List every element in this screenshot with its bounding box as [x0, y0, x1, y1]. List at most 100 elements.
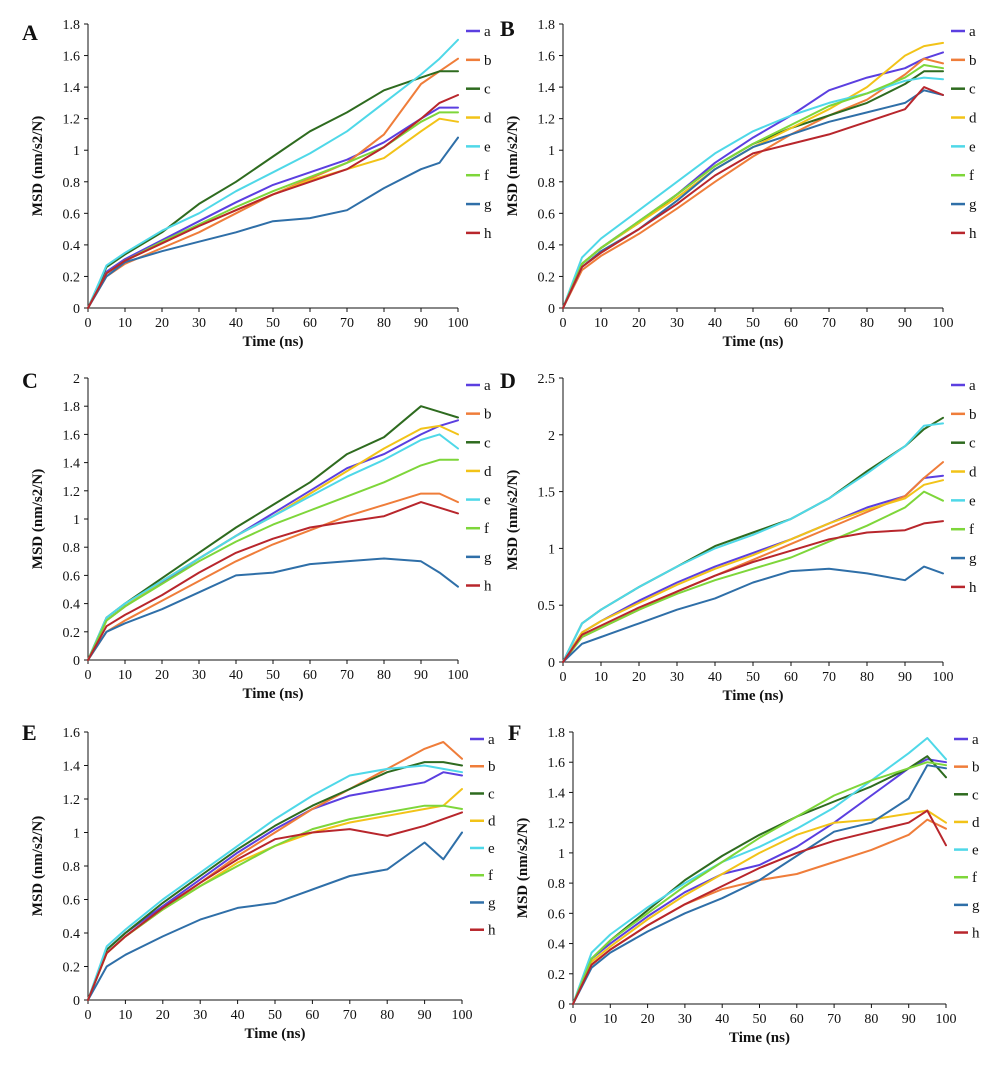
y-tick-label: 2 — [73, 372, 80, 387]
y-tick-label: 0.4 — [538, 239, 556, 254]
legend-label-c: c — [972, 787, 979, 803]
y-tick-label: 1.6 — [538, 50, 556, 65]
y-tick-label: 0.4 — [548, 938, 566, 953]
y-tick-label: 0.5 — [538, 599, 556, 614]
y-tick-label: 1.4 — [548, 786, 566, 801]
legend-label-e: e — [972, 843, 979, 859]
y-tick-label: 1.4 — [63, 760, 81, 775]
legend-label-e: e — [484, 139, 491, 155]
legend-label-d: d — [969, 465, 977, 481]
legend-label-b: b — [488, 759, 496, 775]
x-tick-label: 30 — [670, 316, 684, 331]
x-tick-label: 100 — [448, 316, 469, 331]
x-tick-label: 90 — [414, 668, 428, 683]
y-tick-label: 1 — [548, 144, 555, 159]
x-tick-label: 70 — [340, 668, 354, 683]
y-tick-label: 1 — [73, 144, 80, 159]
x-tick-label: 100 — [448, 668, 469, 683]
x-tick-label: 50 — [268, 1008, 282, 1023]
series-line-h — [87, 501, 459, 661]
legend-label-f: f — [969, 522, 974, 538]
y-tick-label: 0.8 — [63, 176, 81, 191]
x-tick-label: 30 — [678, 1012, 692, 1027]
legend-label-d: d — [484, 111, 492, 127]
legend-label-b: b — [484, 53, 492, 69]
y-tick-label: 2 — [548, 429, 555, 444]
series-line-h — [562, 86, 944, 309]
y-tick-label: 0.2 — [548, 968, 566, 983]
y-tick-label: 0.2 — [63, 961, 81, 976]
x-axis-title: Time (ns) — [243, 686, 304, 702]
series-line-a — [572, 758, 947, 1005]
x-axis-title: Time (ns) — [243, 334, 304, 350]
legend-label-b: b — [484, 407, 492, 423]
x-tick-label: 90 — [898, 316, 912, 331]
series-line-g — [562, 565, 944, 663]
series-line-e — [87, 433, 459, 661]
y-axis-title: MSD (nm/s2/N) — [30, 816, 46, 916]
y-tick-label: 0.6 — [538, 207, 556, 222]
x-tick-label: 50 — [746, 316, 760, 331]
x-tick-label: 100 — [933, 316, 954, 331]
legend-label-c: c — [969, 82, 976, 98]
series-line-d — [87, 788, 463, 1001]
series-line-c — [87, 70, 459, 309]
y-tick-label: 0.4 — [63, 598, 81, 613]
legend-label-b: b — [969, 407, 977, 423]
panel-letter: E — [22, 720, 37, 745]
x-axis-title: Time (ns) — [723, 688, 784, 704]
y-tick-label: 1.6 — [63, 50, 81, 65]
legend-label-g: g — [972, 898, 980, 914]
x-tick-label: 70 — [827, 1012, 841, 1027]
x-tick-label: 20 — [155, 316, 169, 331]
series-line-d — [562, 41, 944, 309]
legend-label-g: g — [484, 197, 492, 213]
x-tick-label: 30 — [192, 668, 206, 683]
legend-label-d: d — [488, 814, 496, 830]
y-tick-label: 0.4 — [63, 927, 81, 942]
x-axis-title: Time (ns) — [723, 334, 784, 350]
y-tick-label: 1.8 — [63, 18, 81, 33]
x-tick-label: 60 — [784, 670, 798, 685]
series-line-b — [87, 741, 463, 1001]
y-tick-label: 0.6 — [63, 207, 81, 222]
series-line-g — [572, 764, 947, 1005]
x-tick-label: 0 — [560, 316, 567, 331]
y-tick-label: 0 — [558, 998, 565, 1013]
x-tick-label: 40 — [231, 1008, 245, 1023]
x-tick-label: 30 — [192, 316, 206, 331]
legend-label-e: e — [488, 841, 495, 857]
x-tick-label: 10 — [594, 316, 608, 331]
y-tick-label: 0.6 — [63, 569, 81, 584]
series-line-a — [87, 419, 459, 661]
y-tick-label: 1.6 — [548, 756, 566, 771]
chart-panel-b: B 0 0.2 0.4 0.6 0.8 1 1.2 1.4 1.6 1.8 0 10 20 30 40 50 60… — [500, 16, 977, 350]
y-tick-label: 0.4 — [63, 239, 81, 254]
legend-label-h: h — [972, 926, 980, 942]
x-tick-label: 10 — [118, 668, 132, 683]
y-tick-label: 0.2 — [63, 270, 81, 285]
x-tick-label: 40 — [708, 316, 722, 331]
y-tick-label: 1.2 — [538, 113, 556, 128]
x-tick-label: 0 — [570, 1012, 577, 1027]
legend-label-g: g — [969, 551, 977, 567]
x-tick-label: 70 — [822, 316, 836, 331]
x-tick-label: 70 — [822, 670, 836, 685]
panel-letter: A — [22, 20, 38, 45]
y-tick-label: 1.2 — [63, 485, 81, 500]
series-line-f — [562, 64, 944, 309]
legend-label-f: f — [484, 521, 489, 537]
y-tick-label: 1.6 — [63, 428, 81, 443]
x-axis-title: Time (ns) — [245, 1026, 306, 1042]
y-tick-label: 0.8 — [548, 877, 566, 892]
y-tick-label: 0 — [548, 656, 555, 671]
y-tick-label: 1.8 — [538, 18, 556, 33]
series-line-f — [572, 761, 947, 1005]
legend-label-h: h — [969, 226, 977, 242]
series-line-e — [87, 764, 463, 1001]
x-tick-label: 40 — [708, 670, 722, 685]
legend-label-c: c — [484, 82, 491, 98]
y-axis-title: MSD (nm/s2/N) — [515, 818, 531, 918]
x-tick-label: 80 — [860, 670, 874, 685]
legend-label-d: d — [969, 111, 977, 127]
